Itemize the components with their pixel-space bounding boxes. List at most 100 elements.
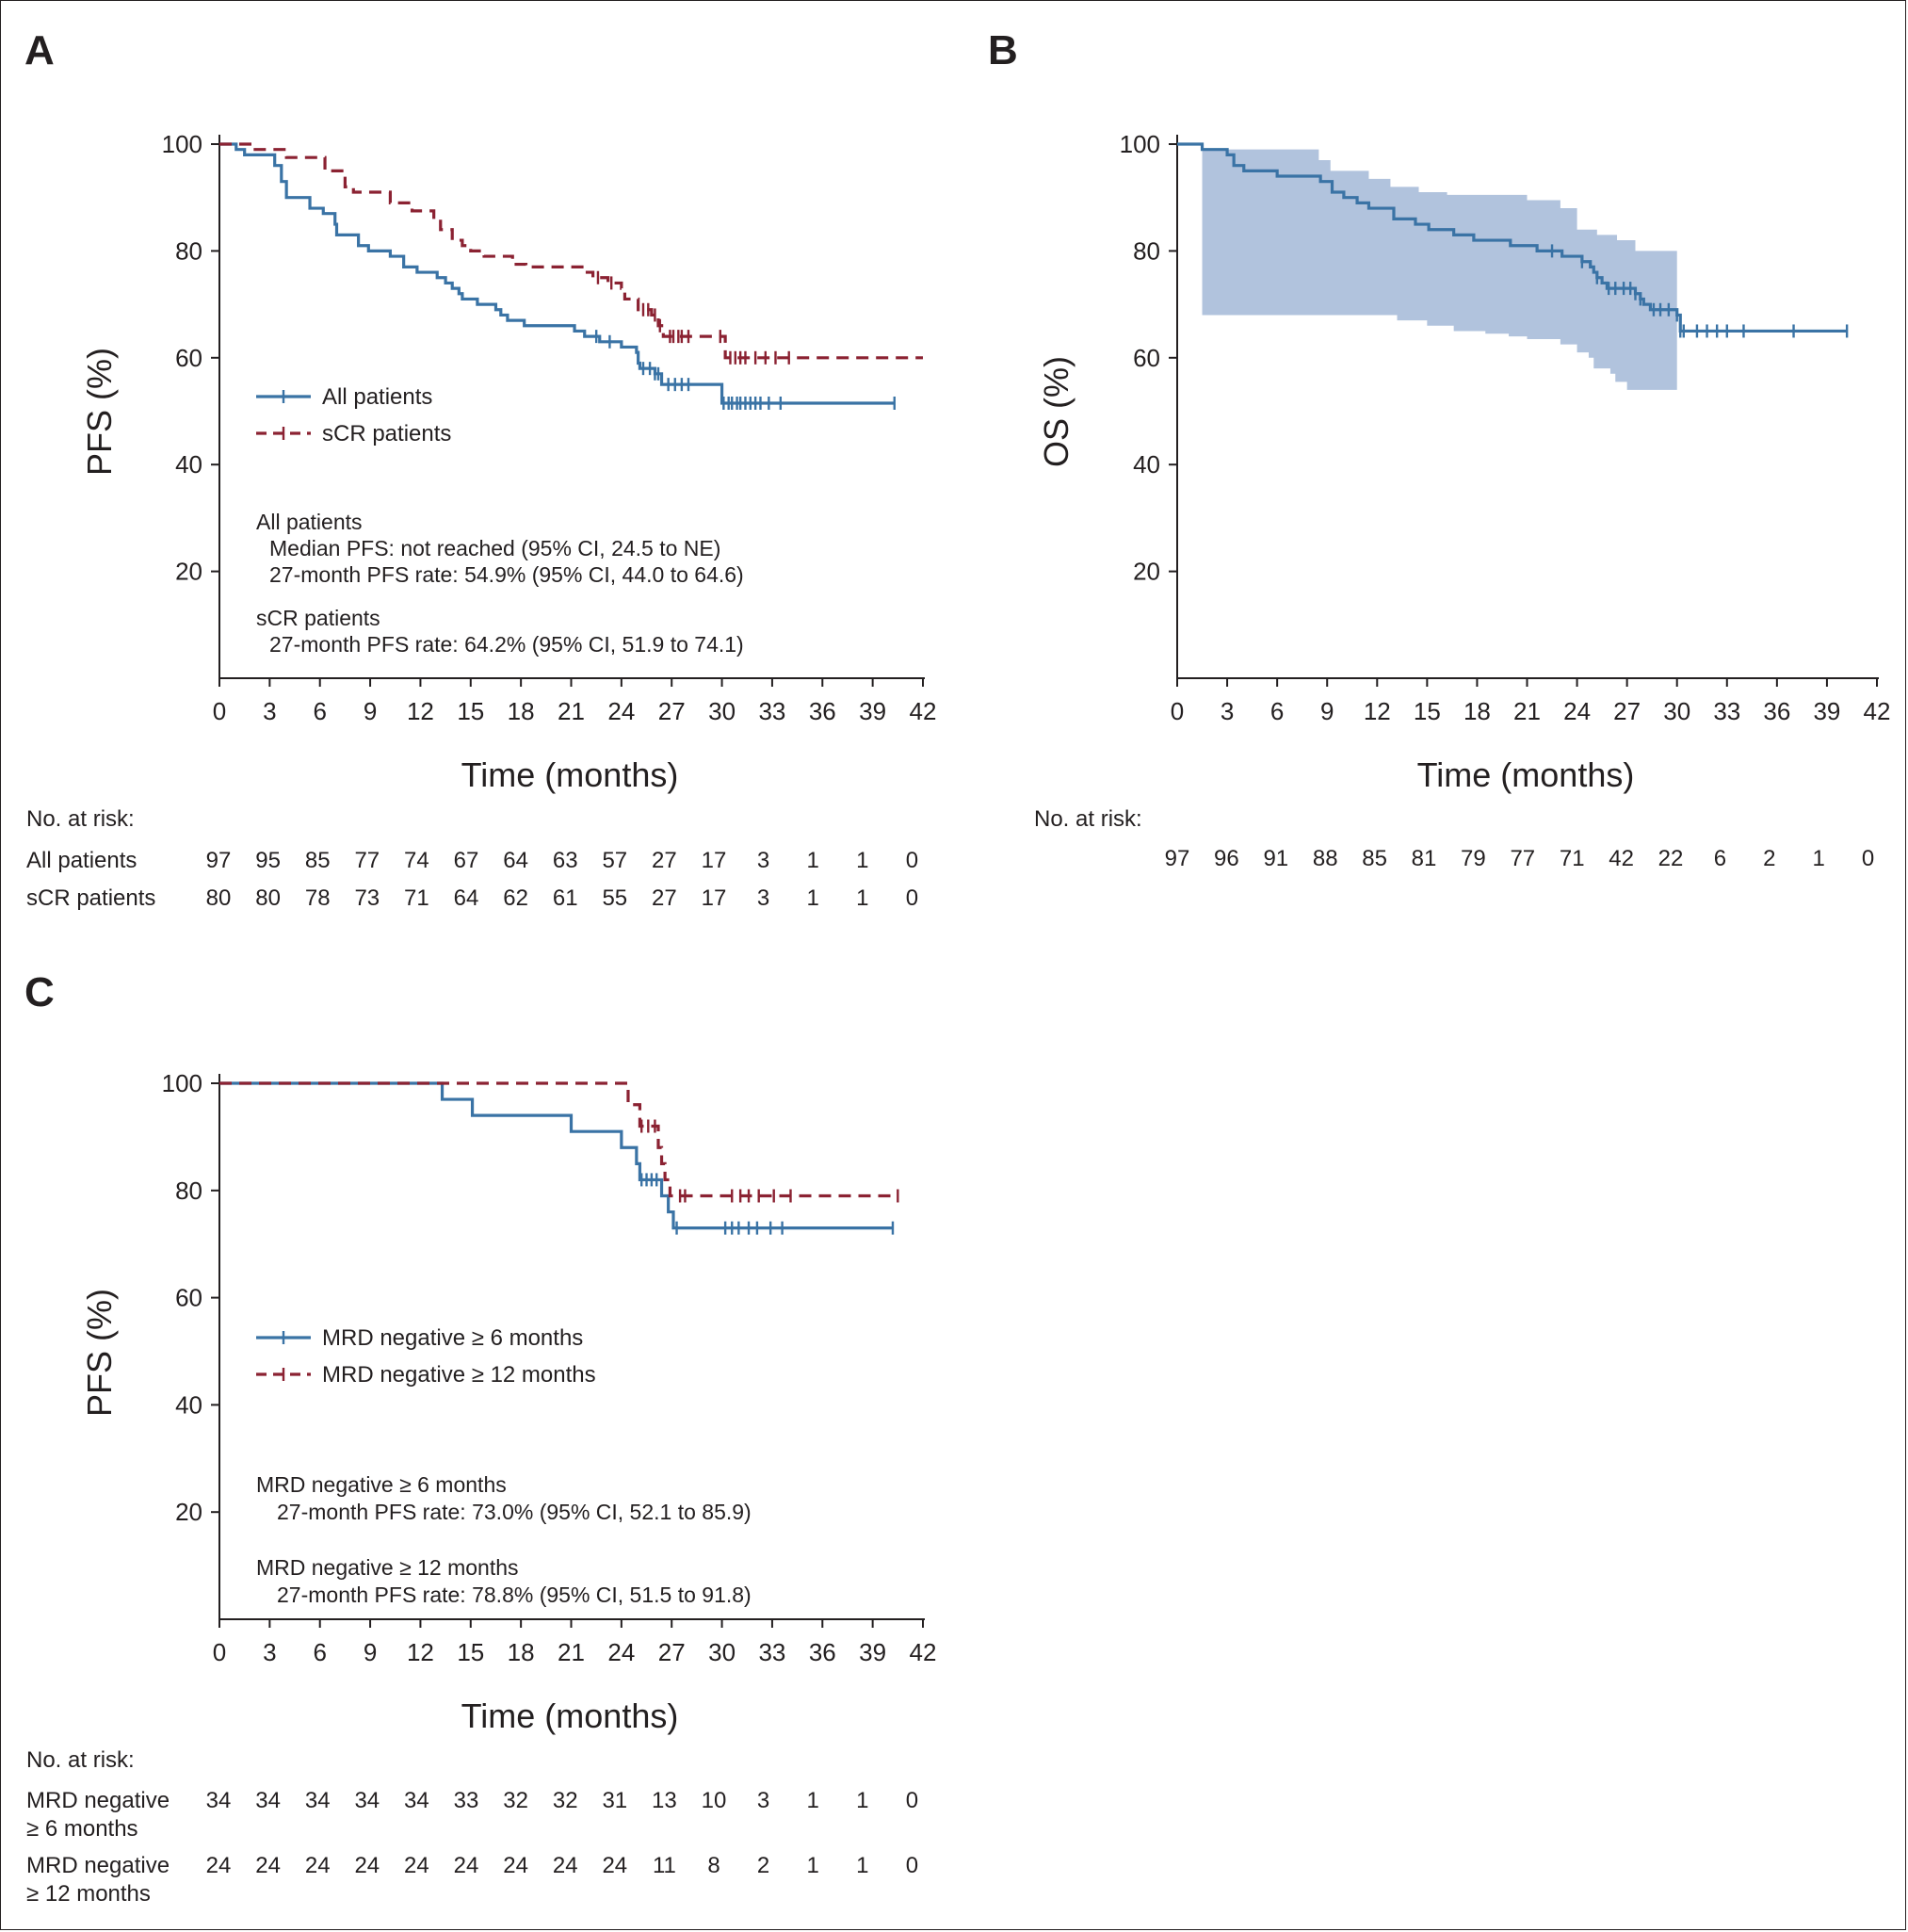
- risk-value: 24: [206, 1853, 232, 1878]
- risk-value: 85: [1362, 846, 1387, 871]
- risk-row-label: ≥ 12 months: [26, 1881, 151, 1907]
- risk-value: 1: [856, 885, 868, 911]
- x-tick-label: 6: [1270, 697, 1284, 725]
- x-tick-label: 24: [1563, 697, 1591, 725]
- x-tick-label: 27: [658, 697, 686, 725]
- panel-b: B0 3 6 9 12 15 18 21 24 27 30 33 36 39 4210080604020Ti…: [988, 27, 1890, 871]
- risk-value: 95: [255, 848, 281, 873]
- x-tick-label: 36: [1763, 697, 1790, 725]
- risk-value: 1: [856, 1853, 868, 1878]
- note-line: 27-month PFS rate: 64.2% (95% CI, 51.9 t…: [269, 632, 744, 657]
- risk-value: 33: [454, 1788, 479, 1813]
- risk-value: 22: [1658, 846, 1684, 871]
- x-axis-title: Time (months): [1417, 755, 1635, 794]
- x-tick-label: 30: [708, 697, 736, 725]
- x-tick-label: 33: [758, 1638, 785, 1666]
- risk-value: 2: [757, 1853, 769, 1878]
- risk-value: 0: [906, 1853, 918, 1878]
- legend-label: MRD negative ≥ 12 months: [322, 1362, 596, 1388]
- y-axis-title: PFS (%): [80, 1289, 119, 1417]
- legend-label: MRD negative ≥ 6 months: [322, 1325, 583, 1351]
- x-tick-label: 33: [758, 697, 785, 725]
- x-tick-label: 9: [364, 1638, 377, 1666]
- survival-curve: [219, 1081, 898, 1198]
- panel-letter: C: [24, 969, 55, 1015]
- risk-row-label: All patients: [26, 848, 137, 873]
- x-tick-label: 24: [607, 697, 635, 725]
- x-tick-label: 39: [1813, 697, 1840, 725]
- x-tick-label: 6: [313, 697, 326, 725]
- risk-value: 73: [354, 885, 380, 911]
- x-tick-label: 27: [658, 1638, 686, 1666]
- x-tick-label: 15: [457, 697, 484, 725]
- note-heading: All patients: [256, 510, 363, 534]
- risk-value: 1: [807, 848, 819, 873]
- risk-value: 71: [404, 885, 429, 911]
- x-tick-label: 42: [910, 1638, 937, 1666]
- panel-letter: B: [988, 27, 1018, 73]
- series-1: [1177, 142, 1849, 338]
- risk-value: 85: [305, 848, 331, 873]
- risk-value: 10: [702, 1788, 727, 1813]
- x-tick-label: 21: [558, 1638, 585, 1666]
- risk-value: 24: [602, 1853, 627, 1878]
- risk-value: 64: [503, 848, 528, 873]
- risk-row-label: MRD negative: [26, 1788, 170, 1813]
- risk-value: 24: [454, 1853, 479, 1878]
- y-tick-label: 80: [175, 236, 202, 265]
- x-tick-label: 39: [859, 1638, 886, 1666]
- y-tick-label: 40: [175, 1390, 202, 1419]
- risk-value: 55: [602, 885, 627, 911]
- y-tick-label: 80: [175, 1177, 202, 1205]
- risk-value: 67: [454, 848, 479, 873]
- risk-value: 77: [354, 848, 380, 873]
- risk-value: 11: [653, 1853, 676, 1878]
- risk-value: 42: [1609, 846, 1634, 871]
- risk-value: 34: [354, 1788, 380, 1813]
- x-tick-label: 15: [1414, 697, 1441, 725]
- risk-value: 2: [1763, 846, 1775, 871]
- x-tick-label: 0: [1171, 697, 1184, 725]
- y-tick-label: 60: [1133, 344, 1160, 372]
- y-tick-label: 100: [162, 130, 202, 158]
- note-heading: MRD negative ≥ 6 months: [256, 1472, 507, 1497]
- x-tick-label: 0: [213, 1638, 226, 1666]
- risk-value: 6: [1714, 846, 1726, 871]
- risk-table-header: No. at risk:: [26, 806, 135, 832]
- risk-value: 0: [906, 848, 918, 873]
- x-tick-label: 30: [708, 1638, 736, 1666]
- risk-value: 24: [354, 1853, 380, 1878]
- risk-value: 24: [404, 1853, 429, 1878]
- note-heading: MRD negative ≥ 12 months: [256, 1555, 519, 1580]
- risk-value: 13: [652, 1788, 677, 1813]
- x-tick-label: 3: [263, 1638, 276, 1666]
- survival-curve: [219, 142, 923, 360]
- risk-value: 57: [602, 848, 627, 873]
- risk-row-label: sCR patients: [26, 885, 155, 911]
- risk-value: 97: [1165, 846, 1190, 871]
- x-tick-label: 18: [1463, 697, 1491, 725]
- x-tick-label: 42: [1864, 697, 1891, 725]
- risk-table-header: No. at risk:: [1034, 806, 1142, 832]
- note-line: Median PFS: not reached (95% CI, 24.5 to…: [269, 536, 720, 560]
- panel-c: C0 3 6 9 12 15 18 21 24 27 30 33 36 39 4210080604020Ti…: [24, 969, 936, 1907]
- x-tick-label: 9: [364, 697, 377, 725]
- risk-value: 74: [404, 848, 429, 873]
- legend-label: All patients: [322, 384, 432, 410]
- risk-value: 8: [707, 1853, 720, 1878]
- x-tick-label: 9: [1320, 697, 1334, 725]
- risk-value: 96: [1214, 846, 1239, 871]
- risk-table-header: No. at risk:: [26, 1747, 135, 1773]
- y-tick-label: 20: [1133, 558, 1160, 586]
- risk-value: 32: [503, 1788, 528, 1813]
- risk-row-label: MRD negative: [26, 1853, 170, 1878]
- x-tick-label: 6: [313, 1638, 326, 1666]
- risk-row-label: ≥ 6 months: [26, 1816, 138, 1842]
- y-tick-label: 60: [175, 1284, 202, 1312]
- y-tick-label: 20: [175, 1498, 202, 1526]
- x-tick-label: 39: [859, 697, 886, 725]
- y-tick-label: 100: [1120, 130, 1160, 158]
- series-2: [219, 1081, 899, 1203]
- x-tick-label: 3: [263, 697, 276, 725]
- risk-value: 1: [1813, 846, 1825, 871]
